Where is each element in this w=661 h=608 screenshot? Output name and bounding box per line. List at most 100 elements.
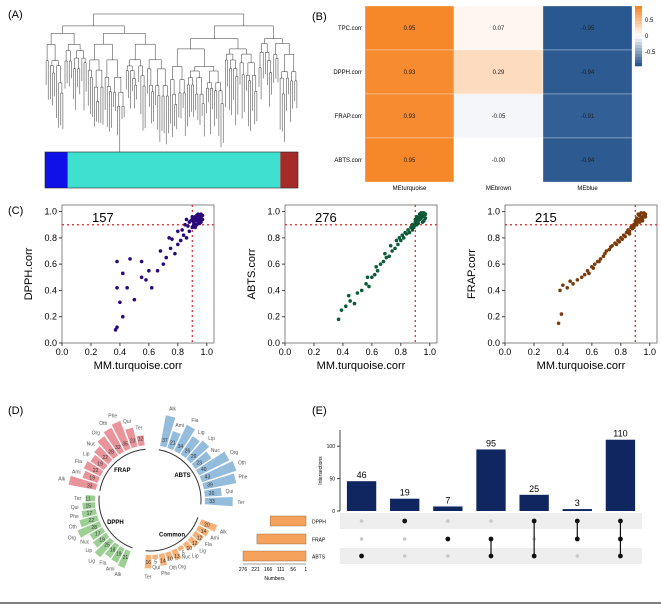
x-tick-label: 0.6 bbox=[143, 347, 156, 357]
scatter-point bbox=[403, 230, 407, 235]
scatter-point bbox=[632, 225, 636, 230]
circular-bar bbox=[180, 436, 200, 458]
scatter-point bbox=[118, 300, 122, 305]
circular-group-common: 20Alk14Ami12Fla12Lig10Lip5Nuc13Org10Oth1… bbox=[144, 517, 227, 580]
colorbar-segment bbox=[635, 39, 642, 43]
scatter-point bbox=[407, 230, 412, 235]
y-tick-label: 1.0 bbox=[267, 207, 280, 217]
scatter-point bbox=[406, 228, 410, 232]
scatter-point bbox=[128, 257, 132, 261]
circular-bar bbox=[89, 527, 106, 541]
intersection-bar bbox=[562, 509, 592, 511]
heatmap-cell-label: 0.93 bbox=[404, 114, 416, 120]
panel-label-a: (A) bbox=[8, 9, 23, 21]
set-size-bar bbox=[242, 550, 307, 562]
group-name: Common bbox=[159, 533, 185, 539]
scatter-point bbox=[372, 272, 377, 277]
colorbar-segment bbox=[635, 48, 642, 52]
circular-bar-label: Alk bbox=[169, 407, 176, 413]
circular-bar bbox=[90, 454, 108, 470]
scatter-point bbox=[412, 225, 416, 230]
scatter-point bbox=[624, 230, 629, 235]
circular-bar bbox=[158, 553, 168, 566]
scatter-point bbox=[121, 271, 125, 276]
circular-bar-value: 28 bbox=[91, 525, 97, 531]
set-size-axis-title: Numbers bbox=[264, 576, 285, 582]
scatter-point bbox=[190, 217, 195, 222]
heatmap-cell bbox=[364, 49, 455, 95]
heatmap-cell bbox=[364, 137, 455, 183]
circular-bar-value: 15 bbox=[85, 504, 91, 510]
circular-bar-value: 11 bbox=[85, 496, 90, 502]
circular-bar-value: 10 bbox=[187, 546, 193, 552]
circular-bar bbox=[199, 519, 218, 532]
circular-bar bbox=[204, 497, 233, 507]
circular-bar-label: Alk bbox=[58, 476, 65, 482]
circular-bar bbox=[196, 451, 230, 476]
matrix-dot bbox=[446, 519, 450, 523]
circular-bar-label: Qui bbox=[152, 565, 160, 571]
scatter-point bbox=[413, 217, 418, 222]
module-color-blue bbox=[45, 152, 68, 188]
scatter-point bbox=[640, 216, 645, 220]
circular-bar-label: Oth bbox=[99, 421, 107, 427]
scatter-point bbox=[384, 255, 389, 260]
scatter-point bbox=[423, 216, 428, 220]
circular-bar-label: Org bbox=[68, 536, 77, 542]
colorbar-segment bbox=[635, 63, 642, 67]
matrix-dot bbox=[446, 554, 450, 558]
scatter-point bbox=[158, 249, 163, 253]
circular-bar bbox=[177, 544, 185, 552]
scatter-point bbox=[410, 228, 415, 232]
heatmap-cell bbox=[453, 137, 544, 183]
scatter-point bbox=[410, 222, 415, 227]
module-color-turquoise bbox=[67, 152, 281, 188]
circular-bar-label: Org bbox=[178, 565, 187, 571]
set-size-tick-label: 1 bbox=[304, 567, 307, 573]
x-axis-title: MM.turquoise.corr bbox=[317, 360, 406, 372]
circular-bar-label: Ami bbox=[175, 423, 184, 429]
colorbar-tick-label: 0.5 bbox=[645, 18, 654, 24]
circular-bar-label: Qui bbox=[225, 489, 233, 495]
scatter-point bbox=[414, 222, 419, 227]
scatter-point bbox=[422, 211, 426, 215]
heatmap-cell bbox=[453, 5, 544, 51]
group-arc bbox=[158, 449, 202, 505]
colorbar-segment bbox=[635, 36, 642, 40]
scatter-point bbox=[627, 232, 632, 236]
intersection-bar-label: 110 bbox=[613, 429, 627, 439]
x-tick-label: 0.8 bbox=[172, 347, 185, 357]
intersection-bar-label: 7 bbox=[445, 495, 450, 505]
matrix-dot bbox=[359, 537, 364, 541]
scatter-point bbox=[374, 264, 379, 269]
scatter-point bbox=[597, 259, 601, 264]
scatter-point bbox=[620, 237, 625, 241]
colorbar-segment bbox=[635, 12, 642, 16]
heatmap-cell bbox=[364, 5, 455, 51]
heatmap-row-label: TPC.corr bbox=[338, 26, 362, 32]
scatter-point bbox=[601, 254, 606, 259]
intersection-bar bbox=[519, 494, 549, 511]
circular-bar-label: Fla bbox=[191, 418, 198, 424]
y-axis-title: FRAP.corr bbox=[466, 249, 478, 299]
colorbar-segment bbox=[635, 18, 642, 22]
panel-label-d: (D) bbox=[8, 405, 23, 417]
circular-bar-label: Alk bbox=[220, 530, 227, 536]
y-tick-label: 0.2 bbox=[487, 312, 500, 322]
scatter-point bbox=[413, 220, 418, 224]
x-tick-label: 0.4 bbox=[557, 347, 570, 357]
y-tick-label: 0.4 bbox=[267, 285, 280, 295]
x-tick-label: 0.2 bbox=[85, 347, 98, 357]
scatter-point bbox=[561, 283, 565, 287]
colorbar-segment bbox=[635, 9, 642, 13]
circular-bar-label: Lip bbox=[208, 436, 215, 442]
scatter-point bbox=[388, 243, 393, 248]
scatter-point bbox=[592, 262, 597, 266]
circular-bar-label: Ter bbox=[237, 500, 244, 506]
circular-bar-value: 12 bbox=[197, 535, 203, 541]
scatter-point bbox=[399, 238, 403, 243]
scatter-point bbox=[375, 268, 380, 273]
heatmap-column-label: MEblue bbox=[577, 186, 598, 192]
circular-bar-label: Fla bbox=[205, 542, 212, 548]
scatter-point bbox=[187, 229, 192, 234]
